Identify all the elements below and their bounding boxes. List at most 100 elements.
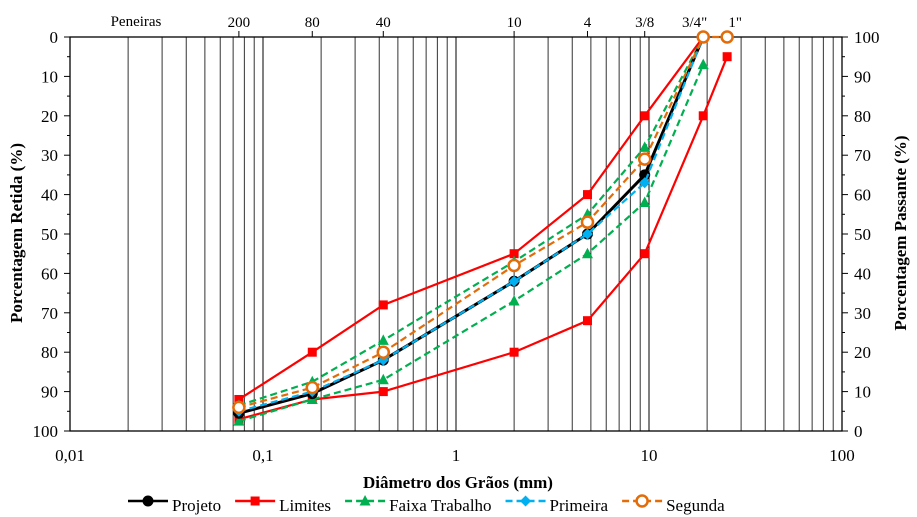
y-right-axis-label: Porcentagem Passante (%) bbox=[891, 135, 910, 330]
series-limites bbox=[234, 52, 732, 424]
x-tick-label: 0,01 bbox=[55, 446, 85, 465]
y-right-tick-label: 0 bbox=[854, 422, 863, 441]
legend-label: Limites bbox=[279, 496, 331, 515]
data-point bbox=[640, 111, 650, 121]
y-left-tick-label: 100 bbox=[33, 422, 59, 441]
data-point bbox=[305, 380, 320, 395]
x-tick-label: 0,1 bbox=[252, 446, 273, 465]
data-point bbox=[376, 345, 391, 359]
data-point bbox=[696, 30, 710, 44]
data-point bbox=[507, 258, 521, 273]
legend-marker bbox=[250, 496, 260, 506]
legend-label: Projeto bbox=[172, 496, 221, 515]
sieve-label: 3/8 bbox=[635, 15, 654, 31]
y-right-tick-label: 80 bbox=[854, 107, 871, 126]
legend-marker bbox=[520, 495, 532, 507]
y-left-tick-label: 20 bbox=[41, 107, 58, 126]
data-point bbox=[378, 387, 388, 397]
data-point bbox=[697, 58, 709, 70]
data-point bbox=[581, 247, 593, 259]
y-left-tick-label: 70 bbox=[41, 304, 58, 323]
legend-marker bbox=[359, 495, 371, 506]
data-point bbox=[508, 294, 520, 306]
y-right-tick-label: 60 bbox=[854, 186, 871, 205]
data-point bbox=[698, 111, 708, 121]
data-point bbox=[722, 52, 732, 62]
y-right-tick-label: 10 bbox=[854, 383, 871, 402]
sieve-label: 40 bbox=[376, 15, 391, 31]
data-point bbox=[509, 249, 519, 259]
series-primeira bbox=[233, 31, 709, 417]
data-point bbox=[581, 228, 593, 240]
legend-item: Primeira bbox=[505, 495, 609, 515]
legend-item: Limites bbox=[235, 496, 331, 515]
data-point bbox=[377, 334, 389, 345]
series-segunda bbox=[232, 30, 734, 415]
data-point bbox=[582, 316, 592, 326]
series-layer bbox=[232, 30, 734, 426]
axis-labels: Diâmetro dos Grãos (mm) Porcentagem Reti… bbox=[7, 135, 910, 492]
y-left-tick-label: 0 bbox=[50, 28, 59, 47]
series-projeto bbox=[233, 31, 709, 419]
legend-label: Segunda bbox=[666, 496, 725, 515]
sieve-label: 4 bbox=[584, 15, 592, 31]
data-point bbox=[233, 415, 245, 426]
y-right-tick-label: 20 bbox=[854, 343, 871, 362]
series-limites bbox=[234, 32, 708, 404]
axes: 0102030405060708090100100908070605040302… bbox=[33, 28, 880, 465]
data-point bbox=[640, 249, 650, 259]
x-tick-label: 100 bbox=[829, 446, 855, 465]
data-point bbox=[582, 190, 592, 200]
data-point bbox=[232, 400, 246, 415]
series-line bbox=[238, 36, 705, 415]
series-line bbox=[238, 56, 729, 421]
data-point bbox=[509, 347, 519, 357]
series-faixa-trabalho bbox=[233, 31, 709, 410]
sieve-labels: Peneiras 200 80 40 10 4 3/8 3/4" 1" bbox=[111, 14, 742, 37]
legend-item: Faixa Trabalho bbox=[345, 495, 492, 515]
legend-marker bbox=[142, 495, 154, 507]
x-axis-label: Diâmetro dos Grãos (mm) bbox=[363, 473, 553, 492]
y-left-tick-label: 80 bbox=[41, 343, 58, 362]
legend: Projeto Limites Faixa Trabalho Primeira Segu… bbox=[128, 494, 725, 515]
sieve-label: 80 bbox=[305, 15, 320, 31]
y-left-axis-label: Porcentagem Retida (%) bbox=[7, 143, 26, 323]
legend-item: Segunda bbox=[622, 494, 725, 515]
x-tick-label: 1 bbox=[452, 446, 461, 465]
y-right-tick-label: 40 bbox=[854, 264, 871, 283]
series-line bbox=[238, 35, 728, 409]
data-point bbox=[508, 275, 520, 287]
sieve-label: 3/4" bbox=[682, 15, 707, 31]
sieve-label: 1" bbox=[728, 15, 742, 31]
y-left-tick-label: 40 bbox=[41, 186, 58, 205]
y-left-tick-label: 60 bbox=[41, 264, 58, 283]
y-right-tick-label: 70 bbox=[854, 146, 871, 165]
y-right-tick-label: 30 bbox=[854, 304, 871, 323]
data-point bbox=[378, 300, 388, 310]
y-left-tick-label: 30 bbox=[41, 146, 58, 165]
data-point bbox=[639, 196, 651, 207]
grid-lines bbox=[69, 37, 834, 431]
sieves-title: Peneiras bbox=[111, 14, 162, 30]
legend-item: Projeto bbox=[128, 495, 221, 515]
series-line bbox=[238, 64, 705, 423]
sieve-label: 10 bbox=[507, 15, 522, 31]
x-tick-label: 10 bbox=[641, 446, 658, 465]
y-right-tick-label: 90 bbox=[854, 67, 871, 86]
series-faixa-trabalho bbox=[233, 58, 709, 426]
data-point bbox=[639, 141, 651, 152]
legend-label: Faixa Trabalho bbox=[389, 496, 491, 515]
y-left-tick-label: 50 bbox=[41, 225, 58, 244]
data-point bbox=[580, 215, 595, 229]
legend-marker bbox=[635, 494, 649, 508]
data-point bbox=[639, 177, 651, 189]
y-left-tick-label: 90 bbox=[41, 383, 58, 402]
data-point bbox=[307, 347, 317, 357]
data-point bbox=[377, 373, 389, 385]
legend-label: Primeira bbox=[550, 496, 609, 515]
series-line bbox=[238, 36, 705, 401]
y-right-tick-label: 50 bbox=[854, 225, 871, 244]
data-point bbox=[720, 30, 734, 44]
